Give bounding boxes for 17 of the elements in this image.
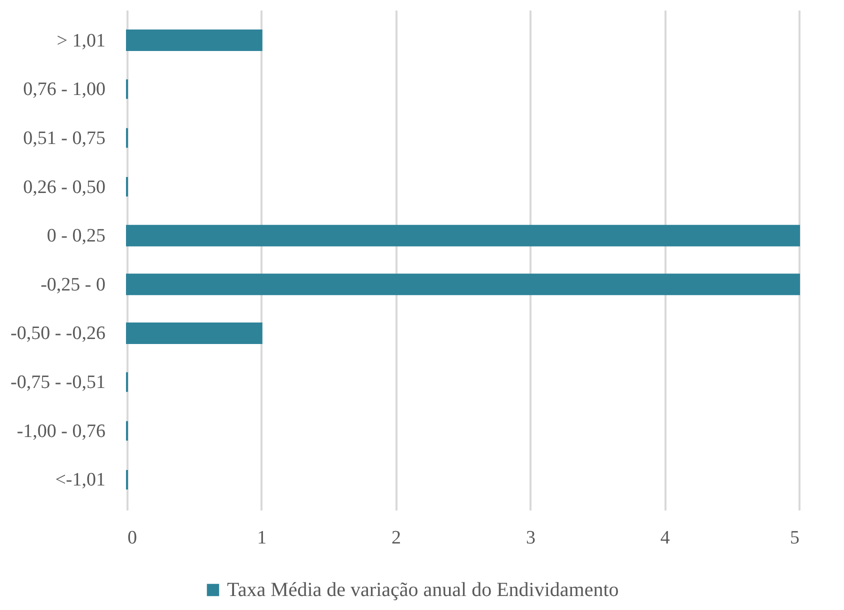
y-tick-label: -0,25 - 0	[40, 274, 106, 296]
y-tick-label: -0,75 - -0,51	[10, 372, 106, 394]
y-tick-label: 0,76 - 1,00	[23, 79, 106, 100]
x-tick-label: 0	[128, 528, 137, 548]
y-tick-label: 0,26 - 0,50	[23, 176, 106, 198]
y-tick-label: 0 - 0,25	[46, 226, 106, 247]
y-tick-label: 0,51 - 0,75	[23, 128, 106, 149]
x-tick-label: 5	[790, 528, 800, 548]
legend-label: Taxa Média de variação anual do Endividamento	[227, 579, 619, 601]
y-tick-label: <-1,01	[55, 470, 106, 491]
x-tick-label: 2	[392, 528, 402, 548]
x-tick-label: 1	[257, 528, 267, 548]
x-tick-label: 3	[526, 528, 536, 548]
y-tick-label: -0,50 - -0,26	[10, 323, 106, 344]
x-tick-label: 4	[660, 528, 670, 548]
y-tick-label: > 1,01	[56, 30, 106, 52]
y-tick-label: -1,00 - 0,76	[16, 420, 106, 442]
